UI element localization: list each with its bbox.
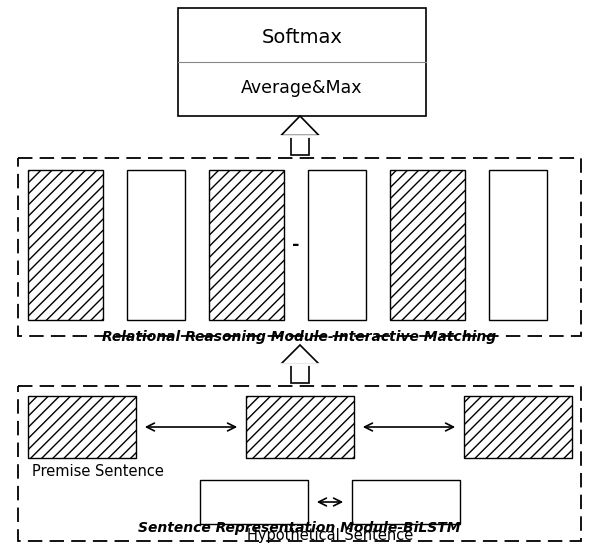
Polygon shape	[281, 116, 319, 135]
Text: Softmax: Softmax	[262, 28, 343, 47]
Text: Hypothetical Sentence: Hypothetical Sentence	[247, 528, 413, 543]
Bar	[18, 386, 581, 541]
Bar	[127, 170, 185, 320]
Bar	[352, 480, 460, 524]
Bar	[390, 170, 465, 320]
Bar	[18, 158, 581, 336]
Bar	[308, 170, 366, 320]
Text: Premise Sentence: Premise Sentence	[32, 464, 164, 479]
Bar	[178, 8, 426, 116]
Text: -: -	[292, 236, 300, 254]
Bar	[246, 396, 354, 458]
Bar	[464, 396, 572, 458]
Bar	[209, 170, 284, 320]
Text: Sentence Representation Module-BiLSTM: Sentence Representation Module-BiLSTM	[138, 521, 461, 535]
Bar	[291, 364, 309, 383]
Text: Average&Max: Average&Max	[241, 79, 363, 97]
Bar	[28, 170, 103, 320]
Bar	[291, 135, 309, 155]
Bar	[28, 396, 136, 458]
Bar	[489, 170, 547, 320]
Bar	[200, 480, 308, 524]
Text: Relational Reasoning Module-Interactive Matching: Relational Reasoning Module-Interactive …	[103, 330, 497, 344]
Polygon shape	[281, 345, 319, 364]
